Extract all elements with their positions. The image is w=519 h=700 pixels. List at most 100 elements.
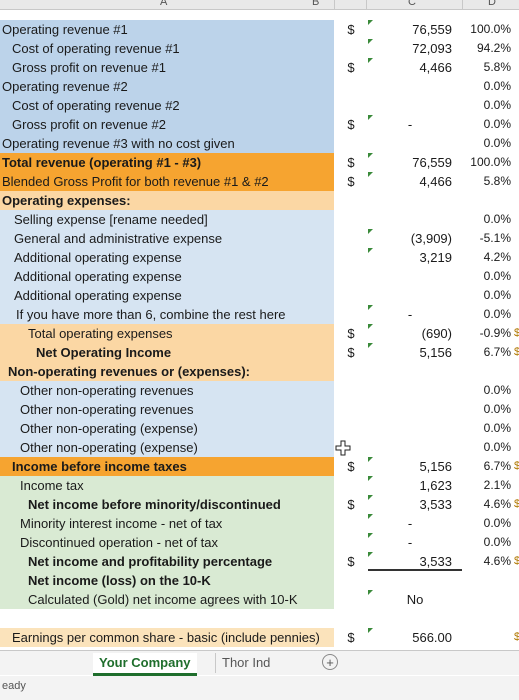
extra-cell[interactable] bbox=[514, 609, 519, 628]
percent-cell[interactable]: 0.0% bbox=[483, 307, 511, 321]
currency-cell[interactable] bbox=[336, 400, 366, 419]
extra-cell[interactable] bbox=[514, 229, 519, 248]
extra-cell[interactable] bbox=[514, 305, 519, 324]
percent-cell[interactable]: 0.0% bbox=[483, 288, 511, 302]
row-label-cell[interactable]: Additional operating expense bbox=[0, 286, 334, 305]
currency-cell[interactable] bbox=[336, 381, 366, 400]
currency-cell[interactable] bbox=[336, 286, 366, 305]
extra-cell[interactable] bbox=[514, 96, 519, 115]
extra-cell[interactable] bbox=[514, 267, 519, 286]
percent-cell[interactable] bbox=[464, 590, 514, 609]
tab-thor-ind[interactable]: Thor Ind bbox=[215, 653, 276, 673]
amount-cell[interactable]: 1,623 bbox=[368, 476, 462, 495]
amount-cell[interactable] bbox=[368, 381, 462, 400]
extra-cell[interactable] bbox=[514, 134, 519, 153]
currency-cell[interactable]: $ bbox=[347, 174, 355, 189]
percent-cell[interactable]: 94.2% bbox=[476, 41, 511, 55]
column-header-c[interactable]: C bbox=[408, 0, 416, 8]
percent-cell[interactable]: 0.0% bbox=[483, 136, 511, 150]
row-label-cell[interactable]: Earnings per common share - basic (inclu… bbox=[0, 628, 334, 647]
percent-cell[interactable] bbox=[464, 362, 514, 381]
amount-cell[interactable] bbox=[368, 286, 462, 305]
amount-cell[interactable] bbox=[368, 438, 462, 457]
amount-cell[interactable]: (690) bbox=[368, 324, 462, 343]
currency-cell[interactable]: $ bbox=[347, 630, 355, 645]
extra-cell[interactable] bbox=[514, 39, 519, 58]
extra-cell[interactable]: $ bbox=[514, 631, 519, 643]
percent-cell[interactable]: 4.6% bbox=[483, 554, 511, 568]
amount-cell[interactable] bbox=[368, 571, 462, 590]
currency-cell[interactable] bbox=[336, 134, 366, 153]
row-label-cell[interactable]: Gross profit on revenue #2 bbox=[0, 115, 334, 134]
amount-cell[interactable] bbox=[368, 267, 462, 286]
percent-cell[interactable]: 0.0% bbox=[483, 98, 511, 112]
currency-cell[interactable]: $ bbox=[347, 155, 355, 170]
row-label-cell[interactable]: Selling expense [rename needed] bbox=[0, 210, 334, 229]
percent-cell[interactable]: 6.7% bbox=[483, 345, 511, 359]
currency-cell[interactable]: $ bbox=[347, 60, 355, 75]
percent-cell[interactable] bbox=[464, 628, 514, 647]
row-label-cell[interactable]: Calculated (Gold) net income agrees with… bbox=[0, 590, 334, 609]
amount-cell[interactable]: 4,466 bbox=[368, 172, 462, 191]
currency-cell[interactable] bbox=[336, 362, 366, 381]
amount-cell[interactable]: 5,156 bbox=[368, 343, 462, 362]
amount-cell[interactable]: 3,219 bbox=[368, 248, 462, 267]
row-label-cell[interactable]: Other non-operating revenues bbox=[0, 381, 334, 400]
extra-cell[interactable] bbox=[514, 191, 519, 210]
row-label-cell[interactable]: Other non-operating (expense) bbox=[0, 438, 334, 457]
percent-cell[interactable]: 5.8% bbox=[483, 60, 511, 74]
tab-your-company[interactable]: Your Company bbox=[93, 653, 197, 676]
percent-cell[interactable]: 0.0% bbox=[483, 79, 511, 93]
amount-cell[interactable]: 566.00 bbox=[368, 628, 462, 647]
extra-cell[interactable] bbox=[514, 571, 519, 590]
amount-cell[interactable] bbox=[368, 400, 462, 419]
currency-cell[interactable] bbox=[336, 191, 366, 210]
percent-cell[interactable]: 0.0% bbox=[483, 516, 511, 530]
amount-cell[interactable]: (3,909) bbox=[368, 229, 462, 248]
row-label-cell[interactable]: Net income before minority/discontinued bbox=[0, 495, 334, 514]
currency-cell[interactable]: $ bbox=[347, 497, 355, 512]
percent-cell[interactable]: 5.8% bbox=[483, 174, 511, 188]
amount-cell[interactable] bbox=[368, 419, 462, 438]
row-label-cell[interactable]: Other non-operating revenues bbox=[0, 400, 334, 419]
percent-cell[interactable]: 2.1% bbox=[483, 478, 511, 492]
currency-cell[interactable] bbox=[336, 229, 366, 248]
currency-cell[interactable] bbox=[336, 514, 366, 533]
row-label-cell[interactable]: Non-operating revenues or (expenses): bbox=[0, 362, 334, 381]
extra-cell[interactable] bbox=[514, 172, 519, 191]
percent-cell[interactable] bbox=[464, 571, 514, 590]
row-label-cell[interactable]: Other non-operating (expense) bbox=[0, 419, 334, 438]
percent-cell[interactable]: 0.0% bbox=[483, 383, 511, 397]
row-label-cell[interactable]: Income before income taxes bbox=[0, 457, 334, 476]
extra-cell[interactable]: $ bbox=[514, 346, 519, 358]
extra-cell[interactable] bbox=[514, 514, 519, 533]
amount-cell[interactable]: 72,093 bbox=[368, 39, 462, 58]
percent-cell[interactable]: -0.9% bbox=[479, 326, 511, 340]
row-label-cell[interactable]: Net income and profitability percentage bbox=[0, 552, 334, 571]
currency-cell[interactable] bbox=[336, 533, 366, 552]
row-label-cell[interactable]: Total revenue (operating #1 - #3) bbox=[0, 153, 334, 172]
percent-cell[interactable] bbox=[464, 609, 514, 628]
extra-cell[interactable] bbox=[514, 419, 519, 438]
extra-cell[interactable] bbox=[514, 590, 519, 609]
percent-cell[interactable]: 0.0% bbox=[483, 402, 511, 416]
currency-cell[interactable] bbox=[336, 96, 366, 115]
row-label-cell[interactable]: Discontinued operation - net of tax bbox=[0, 533, 334, 552]
extra-cell[interactable] bbox=[514, 476, 519, 495]
extra-cell[interactable] bbox=[514, 400, 519, 419]
currency-cell[interactable]: $ bbox=[347, 459, 355, 474]
amount-cell[interactable]: - bbox=[368, 115, 462, 134]
currency-cell[interactable] bbox=[336, 77, 366, 96]
row-label-cell[interactable]: If you have more than 6, combine the res… bbox=[0, 305, 334, 324]
row-label-cell[interactable]: Income tax bbox=[0, 476, 334, 495]
extra-cell[interactable] bbox=[514, 381, 519, 400]
amount-cell[interactable]: - bbox=[368, 514, 462, 533]
extra-cell[interactable] bbox=[514, 248, 519, 267]
extra-cell[interactable] bbox=[514, 153, 519, 172]
extra-cell[interactable] bbox=[514, 438, 519, 457]
percent-cell[interactable]: 0.0% bbox=[483, 535, 511, 549]
extra-cell[interactable] bbox=[514, 533, 519, 552]
amount-cell[interactable] bbox=[368, 77, 462, 96]
extra-cell[interactable]: $ bbox=[514, 460, 519, 472]
extra-cell[interactable] bbox=[514, 58, 519, 77]
